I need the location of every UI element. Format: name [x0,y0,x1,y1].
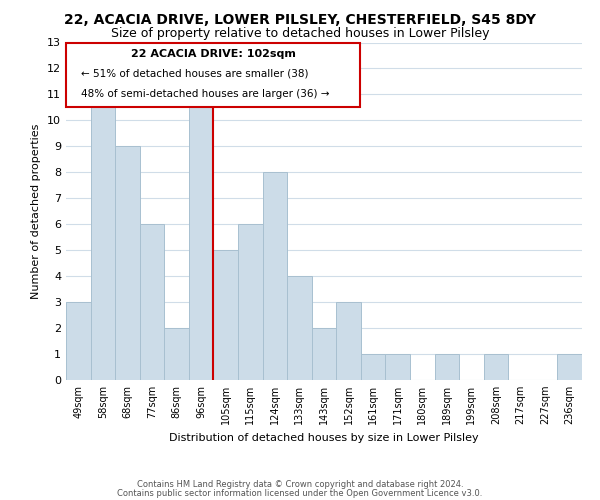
Bar [263,172,287,380]
Bar [91,94,115,380]
Bar [189,94,214,380]
Bar [140,224,164,380]
Bar [164,328,189,380]
Bar [336,302,361,380]
Bar [66,302,91,380]
FancyBboxPatch shape [66,42,360,106]
Bar [557,354,582,380]
Bar [434,354,459,380]
X-axis label: Distribution of detached houses by size in Lower Pilsley: Distribution of detached houses by size … [169,432,479,442]
Bar [312,328,336,380]
Bar [361,354,385,380]
Text: 48% of semi-detached houses are larger (36) →: 48% of semi-detached houses are larger (… [82,89,330,99]
Y-axis label: Number of detached properties: Number of detached properties [31,124,41,299]
Bar [287,276,312,380]
Text: ← 51% of detached houses are smaller (38): ← 51% of detached houses are smaller (38… [82,69,309,79]
Text: Size of property relative to detached houses in Lower Pilsley: Size of property relative to detached ho… [111,28,489,40]
Text: 22, ACACIA DRIVE, LOWER PILSLEY, CHESTERFIELD, S45 8DY: 22, ACACIA DRIVE, LOWER PILSLEY, CHESTER… [64,12,536,26]
Bar [214,250,238,380]
Text: Contains public sector information licensed under the Open Government Licence v3: Contains public sector information licen… [118,488,482,498]
Bar [484,354,508,380]
Text: 22 ACACIA DRIVE: 102sqm: 22 ACACIA DRIVE: 102sqm [131,50,295,59]
Bar [115,146,140,380]
Bar [238,224,263,380]
Bar [385,354,410,380]
Text: Contains HM Land Registry data © Crown copyright and database right 2024.: Contains HM Land Registry data © Crown c… [137,480,463,489]
